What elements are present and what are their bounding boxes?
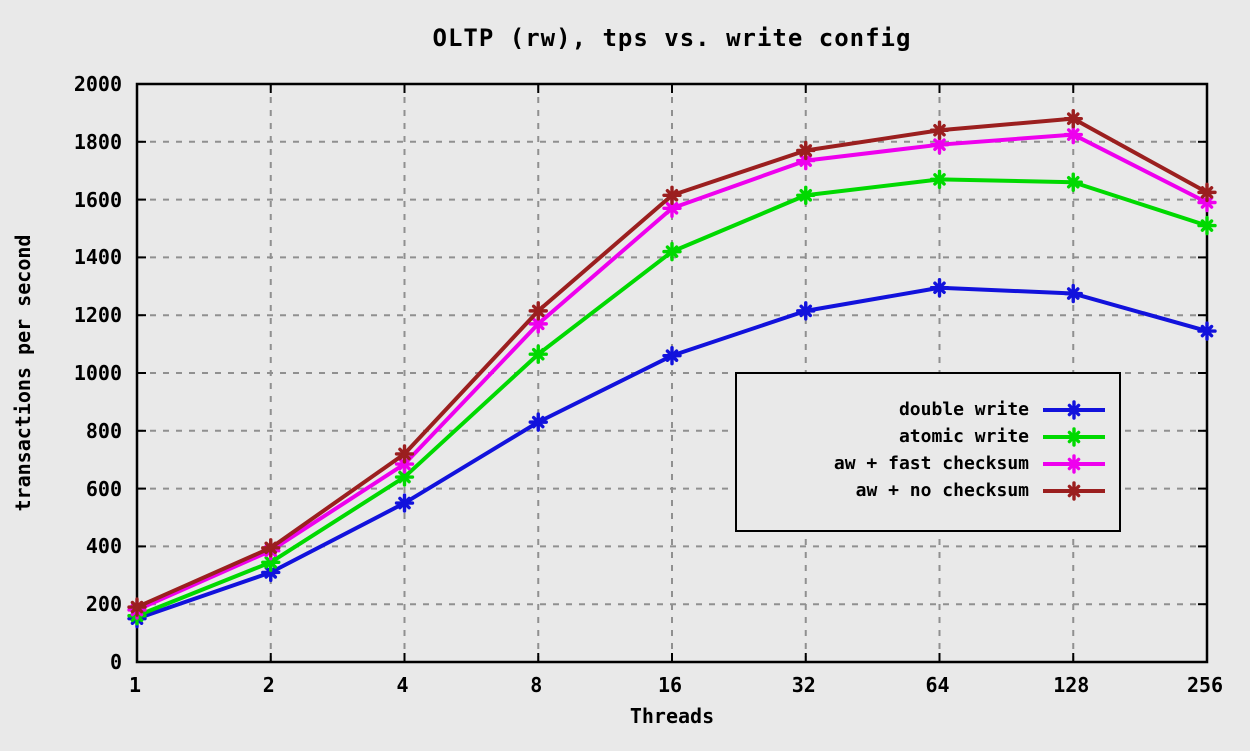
y-tick-label: 400 [85, 534, 122, 559]
y-tick-label: 1200 [73, 303, 122, 328]
x-tick-label: 4 [396, 673, 409, 697]
x-tick-label: 256 [1186, 673, 1224, 697]
y-tick-label: 1800 [73, 129, 122, 154]
y-tick-label: 600 [85, 476, 122, 501]
legend-marker [1043, 399, 1105, 420]
legend-label: double write [898, 399, 1029, 420]
legend-marker [1043, 426, 1105, 447]
x-tick-label: 2 [262, 673, 275, 697]
y-tick-label: 2000 [73, 72, 122, 96]
legend-label: aw + fast checksum [833, 453, 1029, 474]
y-tick-label: 0 [109, 650, 122, 674]
x-tick-label: 64 [925, 673, 950, 697]
chart-title: OLTP (rw), tps vs. write config [432, 24, 912, 52]
x-tick-label: 128 [1053, 673, 1090, 697]
x-tick-label: 1 [128, 673, 142, 697]
y-tick-label: 200 [85, 592, 122, 617]
x-axis-label: Threads [629, 704, 715, 728]
legend-label: atomic write [898, 426, 1029, 447]
legend-item: atomic write [737, 423, 1107, 450]
x-tick-label: 32 [791, 673, 816, 697]
x-tick-label: 8 [530, 673, 543, 697]
legend-item: double write [737, 396, 1107, 423]
y-tick-label: 1600 [73, 187, 122, 212]
y-tick-label: 1400 [73, 245, 122, 270]
legend-item: aw + no checksum [737, 477, 1107, 504]
y-tick-label: 800 [85, 418, 122, 443]
y-tick-label: 1000 [73, 361, 122, 385]
legend-marker [1043, 453, 1105, 474]
legend-marker [1043, 480, 1105, 501]
legend: double write atomic write aw + fast checks… [735, 372, 1121, 532]
legend-label: aw + no checksum [855, 480, 1029, 501]
x-tick-label: 16 [657, 673, 683, 697]
legend-item: aw + fast checksum [737, 450, 1107, 477]
